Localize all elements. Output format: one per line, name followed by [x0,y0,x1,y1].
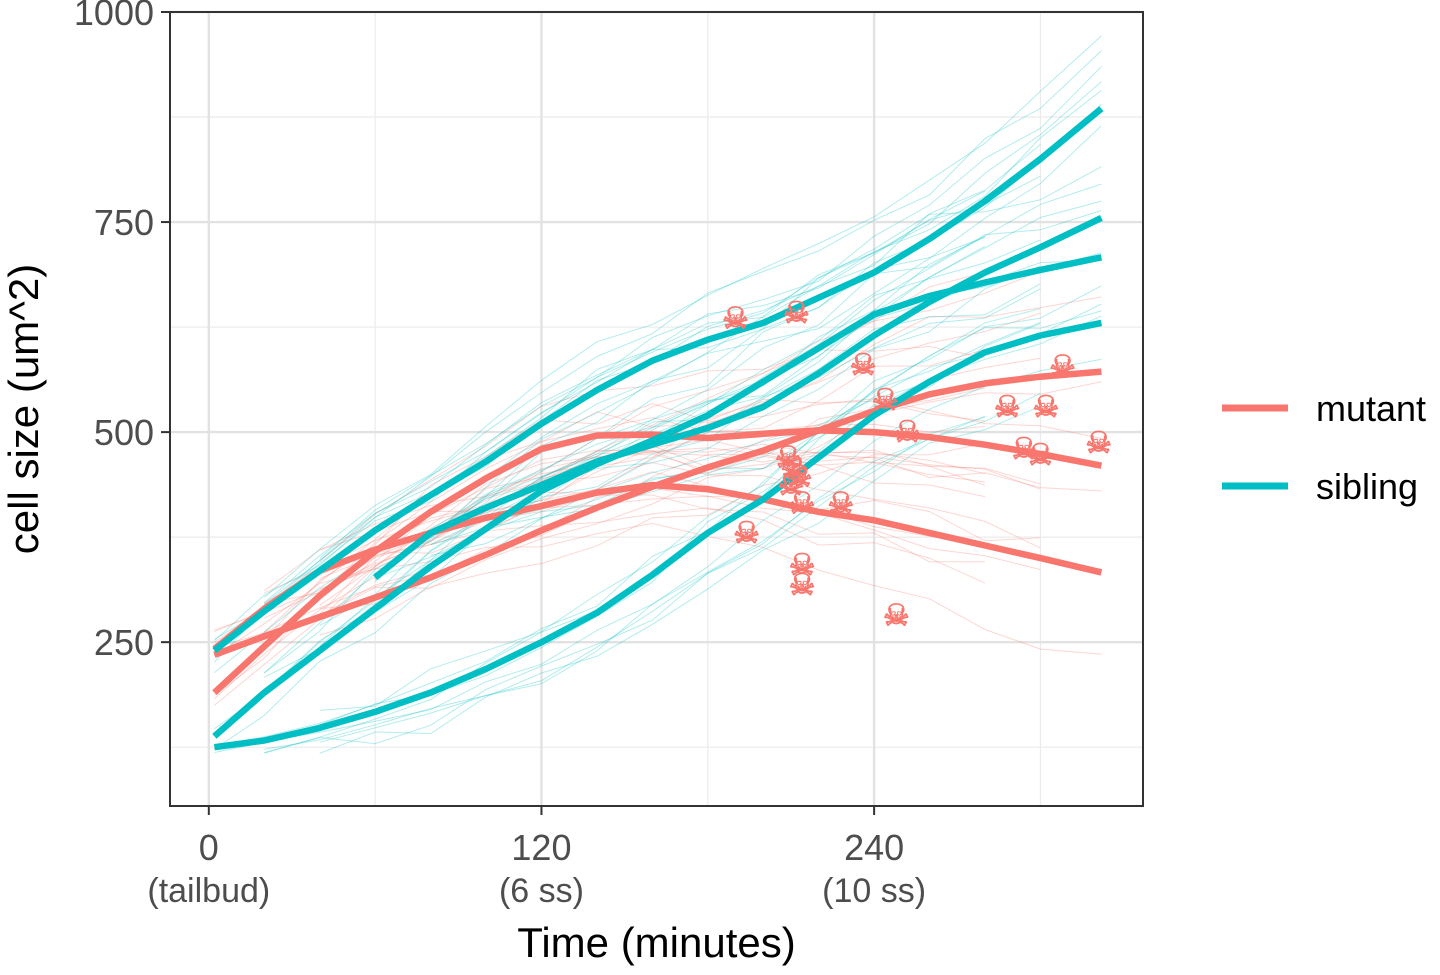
skull-crossbones-icon: ☠ [872,384,899,417]
y-tick-label: 500 [94,412,154,453]
axes: 250 500 750 1000 0 (tailbud) 120 (6 ss) 240 (10 s… [74,0,926,910]
skull-crossbones-icon: ☠ [789,488,816,521]
trace-line [319,451,986,606]
trace-line [263,35,1102,598]
trace-line [263,398,986,641]
x-tick-label: 0 [199,827,219,868]
series-line-mutant [212,427,1103,695]
trace-line [430,315,1102,546]
series-line-sibling [213,319,1103,751]
trace-line [214,381,1102,649]
trace-line [264,415,986,754]
trace-line [319,462,1041,551]
legend-label-sibling: sibling [1316,466,1418,507]
trace-line [264,358,1102,743]
series-line-sibling [212,106,1104,654]
trace-line [319,398,1102,596]
skull-crossbones-icon: ☠ [777,469,804,502]
trace-line [319,283,1041,653]
skull-crossbones-icon: ☠ [780,451,807,484]
trace-line [214,210,1102,730]
trace-line [319,392,1041,743]
trace-line [214,453,1102,706]
trace-line [264,416,986,750]
trace-line [319,310,1102,711]
trace-line [214,125,1102,673]
trace-line [214,321,1041,747]
trace-line [214,348,986,655]
skull-crossbones-icon: ☠ [1027,439,1054,472]
series-lines [212,106,1104,751]
series-line-mutant [212,481,1103,652]
x-tick-label: 240 [844,827,904,868]
skull-crossbones-icon: ☠ [994,391,1021,424]
series-line-sibling [373,214,1103,581]
legend-label-mutant: mutant [1316,388,1426,429]
x-tick-sublabel: (tailbud) [147,872,270,910]
plot-panel-border [169,11,1144,807]
trace-line [264,271,986,605]
trace-line [263,144,1041,604]
skull-crossbones-icon: ☠ [783,297,810,330]
skull-crossbones-icon: ☠ [789,549,816,582]
trace-line [319,405,1041,754]
skull-crossbones-icon: ☠ [789,569,816,602]
trace-line [319,442,986,636]
trace-line [319,507,986,592]
skull-crossbones-icon: ☠ [722,303,749,336]
trace-line [214,81,1102,655]
series-line-sibling [212,254,1103,739]
skull-crossbones-icon: ☠ [1010,433,1037,466]
trace-line [319,239,1041,647]
skull-crossbones-icon: ☠ [786,461,813,494]
trace-line [430,236,986,531]
trace-line [319,66,1102,559]
skull-crossbones-icon: ☠ [883,599,910,632]
y-tick-label: 750 [94,202,154,243]
legend: mutant sibling [1222,388,1426,507]
death-markers: ☠ ☠☠☠☠☠ ☠☠☠☠ ☠☠☠☠☠☠ ☠☠☠☠☠ [722,296,1113,632]
individual-traces [214,35,1102,754]
y-axis-title: cell size (um^2) [0,264,47,554]
skull-crossbones-icon: ☠ [827,488,854,521]
x-tick-sublabel: (6 ss) [499,872,584,910]
x-tick-label: 120 [511,827,571,868]
skull-crossbones-icon: ☠ [733,517,760,550]
trace-line [214,50,1102,642]
trace-line [214,522,1102,657]
skull-crossbones-icon: ☠ [1033,391,1060,424]
trace-line [319,345,986,562]
trace-line [263,190,986,605]
trace-line [374,200,1102,581]
y-tick-label: 250 [94,622,154,663]
x-axis-title: Time (minutes) [517,919,795,966]
trace-line [214,449,986,699]
skull-crossbones-icon: ☠ [775,441,802,474]
trace-line [319,495,1041,579]
x-tick-sublabel: (10 ss) [822,872,926,910]
skull-crossbones-icon: ☠ [850,349,877,382]
trace-line [214,288,1041,750]
skull-crossbones-icon: ☠ [894,416,921,449]
skull-crossbones-icon: ☠ [1085,427,1112,460]
trace-line [430,183,1102,539]
skull-crossbones-icon: ☠ [1049,351,1076,384]
y-tick-label: 1000 [74,0,154,33]
trace-line [319,296,1102,590]
trace-line [264,387,986,633]
